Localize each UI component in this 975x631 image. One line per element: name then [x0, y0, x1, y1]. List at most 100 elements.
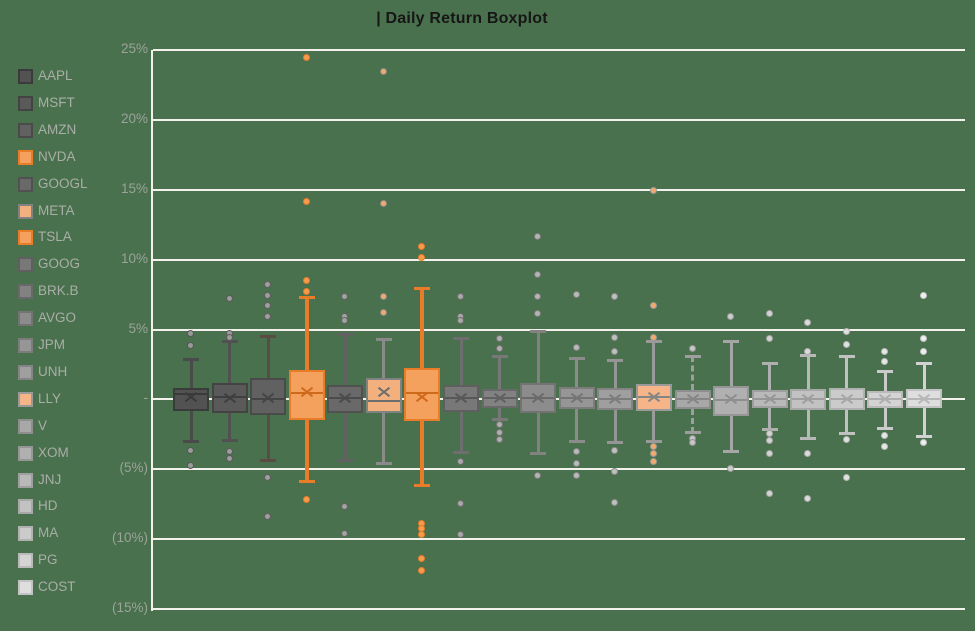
whisker-cap-upper [684, 355, 701, 359]
mean-marker [840, 393, 854, 404]
gridline-10 [153, 258, 965, 261]
legend-swatch-icon [18, 364, 33, 380]
whisker-cap-lower [183, 439, 199, 443]
outlier-point [225, 333, 233, 341]
outlier-point [842, 435, 850, 443]
whisker-upper [613, 360, 617, 389]
gridline-20 [153, 118, 965, 121]
outlier-point [534, 472, 542, 480]
outlier-point [187, 342, 194, 350]
outlier-point [842, 340, 850, 348]
mean-marker [763, 393, 777, 404]
outlier-point [611, 498, 619, 506]
legend-swatch-icon [18, 122, 33, 138]
outlier-point [649, 301, 657, 309]
outlier-point [302, 198, 310, 206]
whisker-lower [883, 408, 887, 429]
whisker-cap-lower [530, 451, 547, 455]
outlier-point [842, 328, 850, 336]
outlier-point [765, 430, 773, 438]
legend-swatch-icon [18, 230, 33, 246]
outlier-point [225, 448, 233, 456]
y-axis-line [151, 50, 153, 611]
legend-label: COST [38, 579, 76, 595]
outlier-point [495, 335, 503, 343]
whisker-cap-upper [298, 296, 315, 300]
outlier-point [302, 495, 310, 503]
outlier-point [225, 455, 233, 463]
plot-area [153, 49, 965, 610]
outlier-point [765, 490, 773, 498]
outlier-point [457, 293, 465, 301]
outlier-point [727, 465, 735, 473]
mean-marker [377, 387, 391, 398]
whisker-cap-lower [453, 451, 470, 455]
outlier-point [187, 329, 194, 337]
y-tick-label: 10% [120, 250, 148, 266]
legend-swatch-icon [18, 499, 33, 515]
whisker-upper [343, 333, 347, 385]
mean-marker [801, 393, 815, 404]
whisker-cap-upper [607, 359, 624, 363]
mean-marker [917, 393, 931, 404]
outlier-point [804, 347, 812, 355]
legend-label: AAPL [38, 68, 73, 83]
outlier-point [649, 187, 657, 195]
outlier-point [379, 199, 387, 207]
outlier-point [341, 502, 349, 510]
legend-label: BRK.B [38, 283, 79, 299]
outlier-point [225, 294, 233, 302]
whisker-lower [845, 410, 849, 435]
outlier-point [341, 317, 349, 325]
whisker-cap-lower [375, 461, 392, 465]
outlier-point [572, 459, 580, 467]
median-line [175, 392, 207, 395]
legend-swatch-icon [18, 95, 33, 111]
y-tick-label: 25% [120, 41, 148, 56]
whisker-cap-upper [916, 362, 933, 366]
whisker-upper [883, 371, 887, 392]
whisker-lower [691, 409, 695, 433]
whisker-upper [228, 340, 232, 383]
legend-swatch-icon [18, 553, 33, 569]
legend-label: JNJ [38, 471, 62, 487]
outlier-point [457, 458, 465, 466]
whisker-upper [498, 356, 502, 389]
outlier-point [920, 291, 928, 299]
mean-marker [724, 394, 738, 405]
legend-label: GOOGL [38, 175, 88, 191]
gridline-15 [153, 188, 965, 191]
mean-marker [493, 393, 507, 404]
outlier-point [649, 449, 657, 457]
whisker-cap-upper [761, 362, 778, 366]
outlier-point [611, 468, 619, 476]
whisker-lower [189, 411, 193, 442]
whisker-lower [768, 408, 772, 431]
whisker-lower [459, 411, 463, 454]
outlier-point [611, 293, 619, 301]
gridline--10 [153, 538, 965, 541]
outlier-point [649, 333, 657, 341]
outlier-point [495, 435, 503, 443]
mean-marker [184, 392, 198, 403]
whisker-lower [652, 411, 656, 442]
gridline-25 [153, 49, 965, 51]
outlier-point [727, 312, 735, 320]
outlier-point [457, 500, 465, 508]
mean-marker [878, 393, 892, 405]
outlier-point [804, 318, 812, 326]
outlier-point [688, 438, 696, 446]
median-line [367, 399, 400, 402]
whisker-lower [498, 407, 502, 421]
legend-label: TSLA [38, 229, 72, 245]
whisker-cap-lower [298, 479, 315, 483]
whisker-cap-upper [723, 339, 740, 343]
legend-label: NVDA [38, 148, 76, 164]
mean-marker [338, 393, 352, 404]
outlier-point [495, 420, 503, 428]
outlier-point [920, 347, 928, 355]
iqr-box [288, 370, 325, 420]
whisker-cap-upper [221, 339, 238, 343]
outlier-point [264, 301, 272, 309]
legend-swatch-icon [18, 149, 33, 165]
